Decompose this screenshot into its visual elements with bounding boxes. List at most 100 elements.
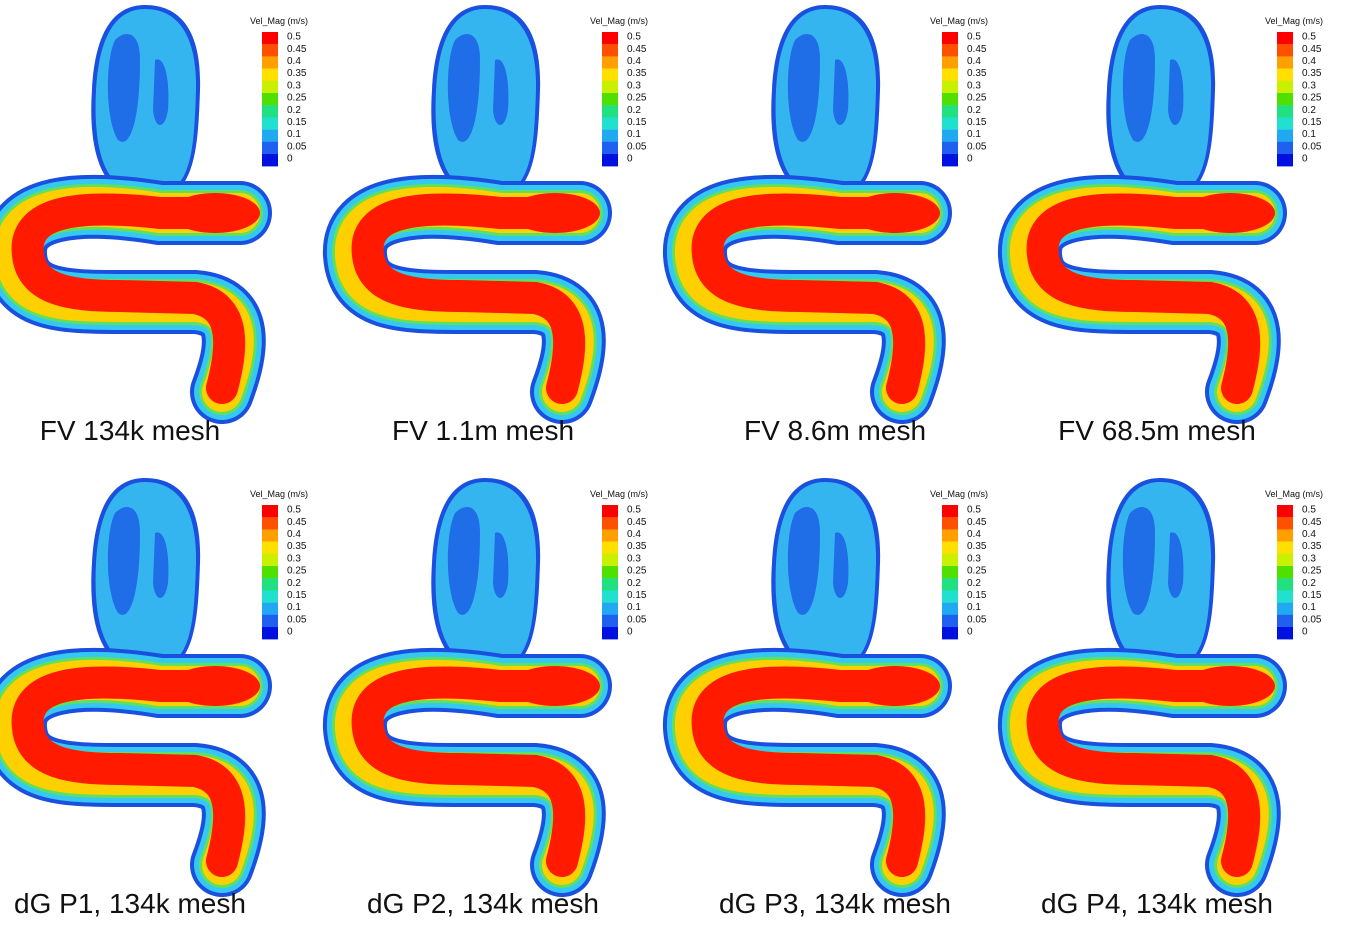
contour-plot: [15, 5, 260, 392]
colorbar-band: [262, 602, 278, 615]
legend-label: 0.15: [627, 117, 647, 128]
colorbar-band: [262, 553, 278, 567]
colorbar-band: [262, 56, 278, 69]
legend-label: 0.05: [627, 141, 647, 152]
colorbar-band: [1277, 141, 1293, 155]
legend-label: 0: [287, 154, 293, 165]
legend-label: 0.05: [967, 614, 987, 625]
legend-label: 0.2: [967, 105, 981, 116]
colorbar-band: [262, 541, 278, 554]
legend-label: 0.25: [967, 93, 987, 104]
colorbar-band: [602, 627, 618, 640]
colorbar-band: [942, 566, 958, 579]
legend-label: 0.45: [287, 44, 307, 55]
legend-label: 0.4: [967, 56, 981, 67]
colorbar-band: [602, 80, 618, 94]
colorbar-band: [942, 154, 958, 167]
panel: Vel_Mag (m/s)0.50.450.40.350.30.250.20.1…: [355, 5, 648, 446]
colorbar-band: [942, 614, 958, 628]
colorbar-band: [1277, 68, 1293, 81]
colorbar-band: [942, 68, 958, 81]
colorbar-band: [1277, 627, 1293, 640]
colorbar-band: [262, 44, 278, 57]
legend-label: 0.15: [1302, 117, 1322, 128]
colorbar-band: [602, 529, 618, 542]
colorbar-band: [262, 517, 278, 530]
legend-title: Vel_Mag (m/s): [250, 16, 308, 26]
legend-label: 0.35: [967, 68, 987, 79]
legend-title: Vel_Mag (m/s): [930, 489, 988, 499]
colorbar-band: [262, 505, 278, 518]
legend-label: 0.25: [287, 566, 307, 577]
legend-title: Vel_Mag (m/s): [1265, 489, 1323, 499]
legend-label: 0.1: [287, 602, 301, 613]
caption: FV 8.6m mesh: [744, 415, 926, 446]
legend-label: 0: [627, 627, 633, 638]
legend-label: 0.05: [287, 141, 307, 152]
legend-label: 0.5: [967, 505, 981, 516]
legend-label: 0.4: [1302, 529, 1316, 540]
legend-label: 0.1: [1302, 129, 1316, 140]
legend-label: 0.1: [287, 129, 301, 140]
contour-plot: [355, 5, 600, 392]
colorbar-band: [262, 154, 278, 167]
colorbar-band: [1277, 154, 1293, 167]
colorbar-band: [262, 32, 278, 45]
legend-label: 0.1: [1302, 602, 1316, 613]
legend-label: 0.3: [1302, 553, 1316, 564]
caption: dG P4, 134k mesh: [1041, 888, 1273, 919]
legend-label: 0.45: [627, 44, 647, 55]
legend-label: 0.5: [627, 505, 641, 516]
panel: Vel_Mag (m/s)0.50.450.40.350.30.250.20.1…: [14, 478, 308, 919]
colorbar-band: [1277, 505, 1293, 518]
legend-label: 0.25: [627, 566, 647, 577]
legend-label: 0.45: [287, 517, 307, 528]
legend-label: 0.35: [287, 541, 307, 552]
legend-label: 0.05: [1302, 614, 1322, 625]
legend-label: 0.25: [627, 93, 647, 104]
colorbar-band: [602, 129, 618, 142]
legend-label: 0.1: [627, 602, 641, 613]
colorbar-band: [942, 117, 958, 130]
legend-label: 0.3: [287, 553, 301, 564]
colorbar-band: [262, 68, 278, 81]
colorbar-band: [942, 80, 958, 94]
colorbar-band: [1277, 614, 1293, 628]
colorbar-band: [602, 566, 618, 579]
legend-label: 0.35: [967, 541, 987, 552]
colorbar-band: [942, 505, 958, 518]
colorbar-band: [1277, 44, 1293, 57]
legend-label: 0.3: [1302, 80, 1316, 91]
legend-label: 0.45: [627, 517, 647, 528]
colorbar-band: [1277, 578, 1293, 591]
legend-label: 0.4: [627, 529, 641, 540]
legend-label: 0.5: [287, 32, 301, 43]
legend-label: 0.05: [1302, 141, 1322, 152]
colorbar-band: [602, 93, 618, 106]
legend-label: 0.05: [287, 614, 307, 625]
colorbar-band: [602, 578, 618, 591]
colorbar-band: [262, 529, 278, 542]
colorbar-band: [262, 614, 278, 628]
panel: Vel_Mag (m/s)0.50.450.40.350.30.250.20.1…: [355, 478, 648, 919]
colorbar-band: [1277, 566, 1293, 579]
legend-label: 0.05: [967, 141, 987, 152]
legend-label: 0.1: [627, 129, 641, 140]
colorbar-band: [1277, 590, 1293, 603]
colorbar-band: [1277, 80, 1293, 94]
colorbar-band: [262, 93, 278, 106]
legend-label: 0.35: [287, 68, 307, 79]
legend-label: 0: [287, 627, 293, 638]
legend-title: Vel_Mag (m/s): [930, 16, 988, 26]
legend-label: 0.5: [627, 32, 641, 43]
contour-plot: [695, 478, 940, 865]
colorbar-band: [942, 578, 958, 591]
legend-label: 0.35: [1302, 541, 1322, 552]
colorbar-band: [262, 566, 278, 579]
colorbar-band: [602, 105, 618, 118]
colorbar-band: [602, 553, 618, 567]
legend-label: 0.15: [287, 117, 307, 128]
panel: Vel_Mag (m/s)0.50.450.40.350.30.250.20.1…: [695, 5, 988, 446]
